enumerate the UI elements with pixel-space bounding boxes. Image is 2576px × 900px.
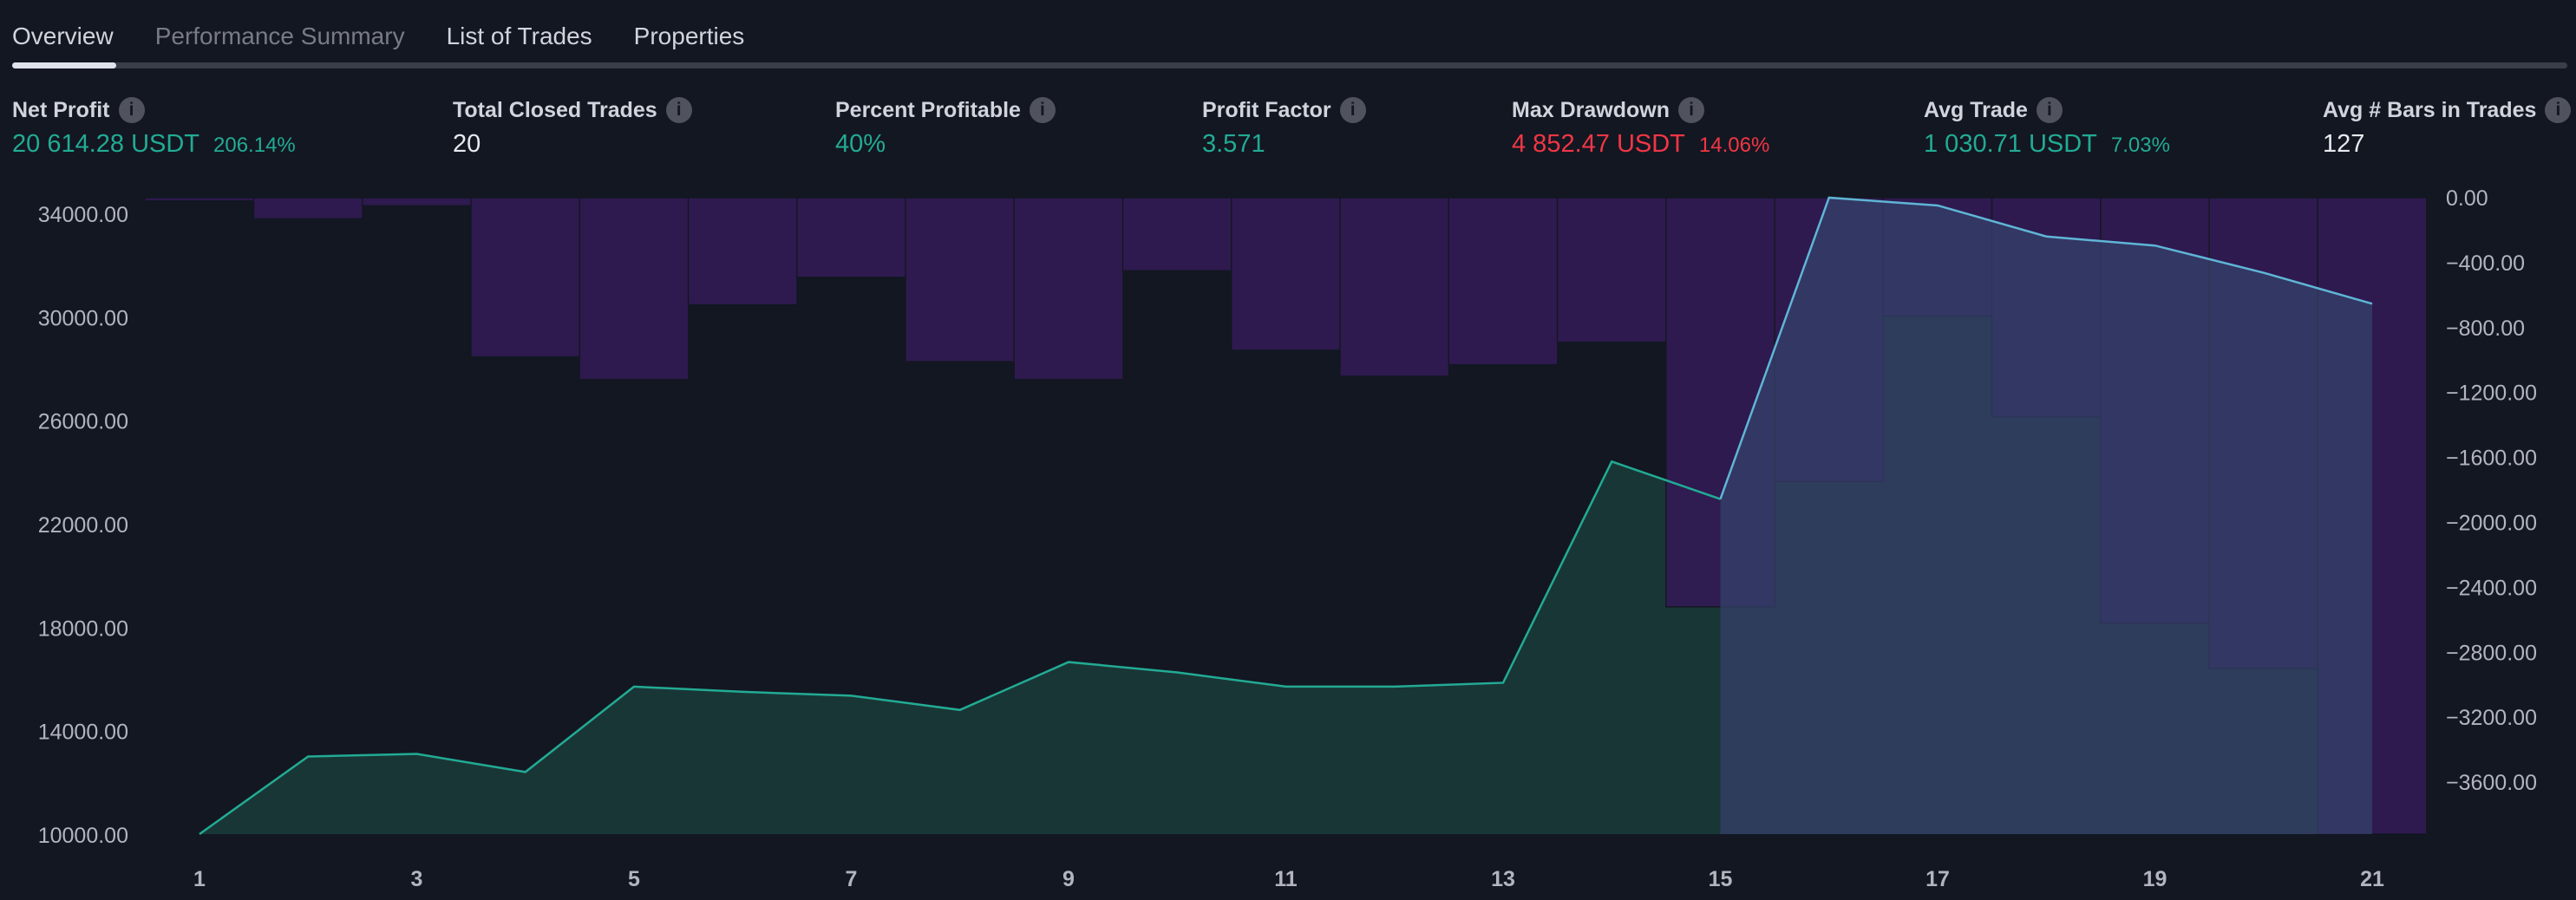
stat-value: 127 [2323,130,2365,158]
x-tick-label: 5 [628,867,640,891]
y2-tick-label: −2800.00 [2446,641,2537,665]
y2-tick-label: −800.00 [2446,316,2525,341]
equity-drawdown-chart: 34000.00 30000.00 26000.00 22000.00 18000.00… [38,186,2537,891]
stat-value: 4 852.47 USDT [1512,130,1685,158]
drawdown-bar [1339,197,1450,377]
equity-line [199,460,1721,836]
y-tick-label: 10000.00 [38,824,128,848]
stat-net-profit: Net Profit i 20 614.28 USDT 206.14% [12,95,296,161]
drawdown-bar [1556,197,1667,343]
x-tick-label: 11 [1274,867,1298,891]
drawdown-bar [1231,197,1341,351]
info-icon[interactable]: i [1677,97,1704,123]
stat-label: Avg # Bars in Trades [2323,97,2537,122]
y2-tick-label: −2000.00 [2446,511,2537,535]
drawdown-bar [470,197,581,358]
info-icon[interactable]: i [118,97,145,123]
drawdown-bar [362,197,472,207]
stat-percent: 14.06% [1698,134,1770,157]
buy-hold-line [1719,196,2373,500]
drawdown-bar [1013,197,1124,381]
stat-value: 40% [835,130,886,158]
stat-value: 20 [453,130,481,158]
x-tick-label: 9 [1062,867,1075,891]
y2-tick-label: −1200.00 [2446,382,2537,406]
y2-tick-label: −3600.00 [2446,771,2537,795]
stat-value: 3.571 [1202,130,1265,158]
stat-avg-bars-in-trades: Avg # Bars in Trades i 127 [2323,95,2572,161]
y-tick-label: 34000.00 [38,203,128,227]
y-tick-label: 22000.00 [38,513,128,538]
tab-bar: Overview Performance Summary List of Tra… [12,16,786,71]
info-icon[interactable]: i [1029,97,1056,123]
x-tick-label: 17 [1925,867,1950,891]
x-tick-label: 7 [846,867,858,891]
active-tab-indicator [12,62,116,68]
drawdown-bar [687,197,798,306]
stat-percent: 206.14% [213,134,296,157]
y2-tick-label: −1600.00 [2446,447,2537,471]
tab-track [12,62,2567,68]
stat-value: 1 030.71 USDT [1924,130,2097,158]
y-tick-label: 18000.00 [38,616,128,641]
info-icon[interactable]: i [2545,97,2572,123]
x-tick-label: 21 [2360,867,2384,891]
stat-label: Avg Trade [1924,97,2028,122]
y2-tick-label: −2400.00 [2446,576,2537,600]
x-tick-label: 13 [1491,867,1515,891]
stat-avg-trade: Avg Trade i 1 030.71 USDT 7.03% [1924,95,2170,161]
drawdown-bar [252,197,363,220]
info-icon[interactable]: i [1339,97,1366,123]
drawdown-bar [1121,197,1232,272]
stat-label: Net Profit [12,97,110,122]
buy-hold-area [1720,198,2372,834]
stat-label: Profit Factor [1202,97,1331,122]
stat-percent-profitable: Percent Profitable i 40% [835,95,1056,161]
stat-label: Total Closed Trades [453,97,657,122]
stat-label: Max Drawdown [1512,97,1670,122]
stat-value: 20 614.28 USDT [12,130,200,158]
stat-label: Percent Profitable [835,97,1021,122]
y-tick-label: 26000.00 [38,410,128,434]
drawdown-bar [1448,197,1559,366]
tab-list-of-trades[interactable]: List of Trades [446,23,592,49]
drawdown-bar [796,197,906,278]
info-icon[interactable]: i [665,97,692,123]
stat-percent: 7.03% [2110,134,2170,157]
tab-overview[interactable]: Overview [12,23,114,49]
y-tick-label: 14000.00 [38,721,128,745]
info-icon[interactable]: i [2036,97,2063,123]
stat-total-closed-trades: Total Closed Trades i 20 [453,95,692,161]
y2-tick-label: −3200.00 [2446,706,2537,730]
y-tick-label: 30000.00 [38,306,128,330]
tab-properties[interactable]: Properties [633,23,745,49]
drawdown-bar [905,197,1016,362]
x-tick-label: 15 [1709,867,1733,891]
y2-tick-label: 0.00 [2446,186,2488,211]
x-tick-label: 3 [411,867,423,891]
stat-profit-factor: Profit Factor i 3.571 [1202,95,1366,161]
stat-max-drawdown: Max Drawdown i 4 852.47 USDT 14.06% [1512,95,1769,161]
y2-tick-label: −400.00 [2446,251,2525,276]
tab-performance-summary[interactable]: Performance Summary [154,23,405,49]
drawdown-bar [144,197,255,202]
drawdown-bar [579,197,690,381]
x-tick-label: 19 [2143,867,2167,891]
x-tick-label: 1 [193,867,206,891]
